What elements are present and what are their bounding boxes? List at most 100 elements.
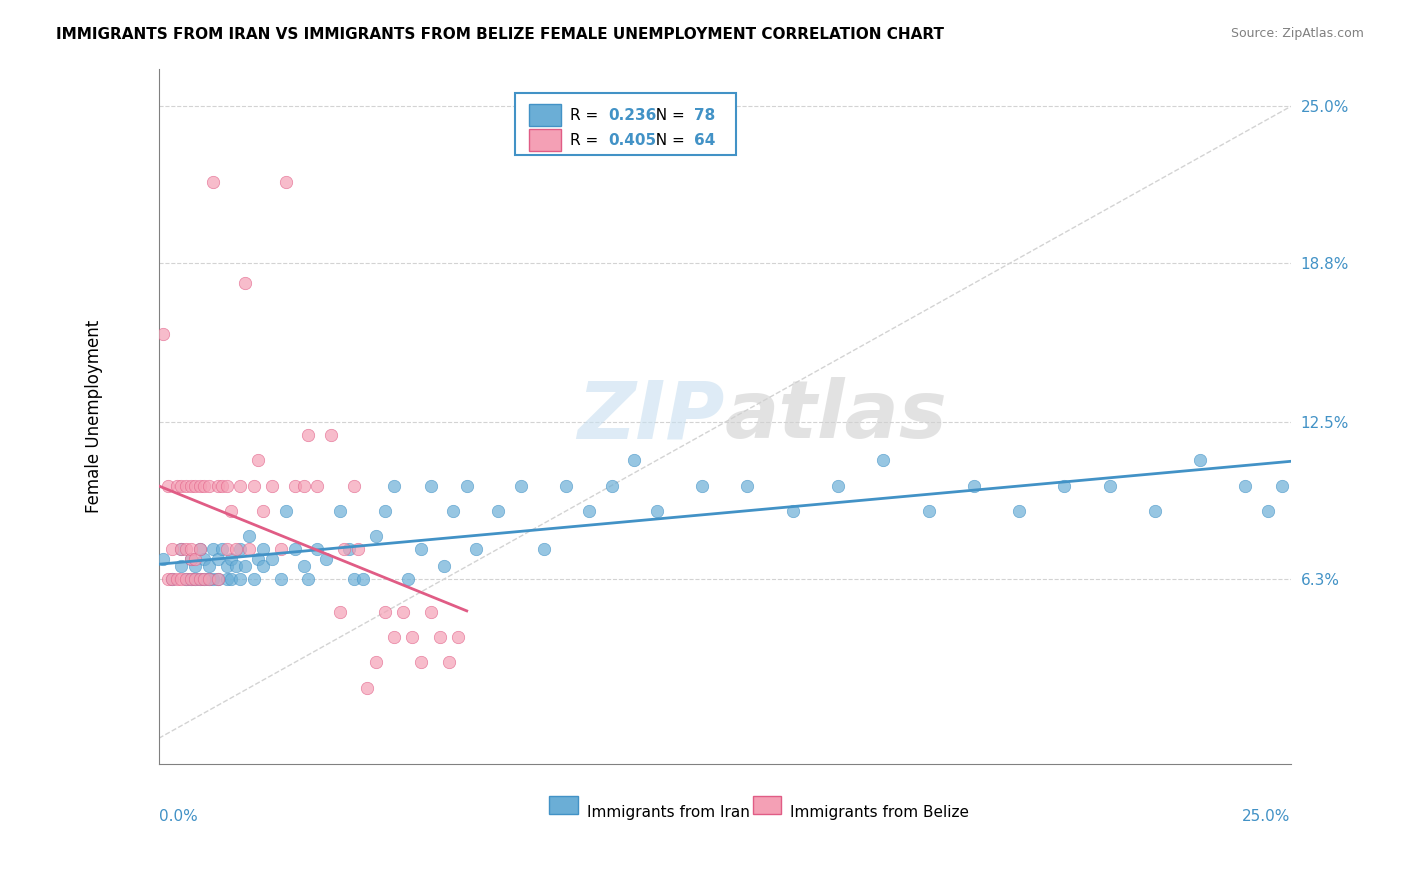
- Point: [221, 551, 243, 566]
- Point: [392, 605, 415, 619]
- Point: [166, 572, 188, 586]
- Point: [211, 478, 233, 492]
- Text: 0.236: 0.236: [609, 108, 657, 122]
- Point: [441, 504, 464, 518]
- Point: [197, 572, 219, 586]
- Point: [623, 453, 645, 467]
- Point: [184, 572, 207, 586]
- Point: [174, 541, 197, 556]
- Point: [1053, 478, 1076, 492]
- Point: [180, 551, 202, 566]
- Point: [229, 572, 252, 586]
- Point: [270, 541, 292, 556]
- Text: N =: N =: [645, 108, 689, 122]
- Point: [238, 541, 260, 556]
- Point: [342, 478, 364, 492]
- Point: [193, 478, 215, 492]
- Point: [1143, 504, 1166, 518]
- Point: [170, 541, 193, 556]
- Point: [207, 572, 229, 586]
- Text: Immigrants from Belize: Immigrants from Belize: [790, 805, 970, 821]
- Point: [252, 541, 274, 556]
- Point: [737, 478, 759, 492]
- Point: [180, 572, 202, 586]
- Text: N =: N =: [645, 133, 689, 147]
- Point: [221, 572, 243, 586]
- Point: [352, 572, 374, 586]
- Point: [578, 504, 600, 518]
- Text: IMMIGRANTS FROM IRAN VS IMMIGRANTS FROM BELIZE FEMALE UNEMPLOYMENT CORRELATION C: IMMIGRANTS FROM IRAN VS IMMIGRANTS FROM …: [56, 27, 945, 42]
- Point: [252, 504, 274, 518]
- Point: [1271, 478, 1294, 492]
- Point: [188, 541, 211, 556]
- Point: [184, 572, 207, 586]
- Point: [215, 572, 238, 586]
- Point: [337, 541, 360, 556]
- Text: 0.405: 0.405: [609, 133, 657, 147]
- Point: [174, 478, 197, 492]
- Point: [229, 478, 252, 492]
- Point: [215, 541, 238, 556]
- Point: [419, 605, 441, 619]
- Text: ZIP: ZIP: [578, 377, 724, 455]
- Point: [433, 559, 456, 574]
- Point: [180, 572, 202, 586]
- Point: [382, 478, 405, 492]
- Point: [207, 478, 229, 492]
- Point: [225, 541, 247, 556]
- Point: [333, 541, 356, 556]
- Point: [188, 478, 211, 492]
- Point: [963, 478, 986, 492]
- Point: [247, 551, 270, 566]
- Point: [152, 551, 174, 566]
- Point: [202, 541, 225, 556]
- Point: [284, 478, 307, 492]
- FancyBboxPatch shape: [516, 93, 737, 155]
- Point: [162, 572, 184, 586]
- Point: [184, 559, 207, 574]
- Point: [156, 478, 179, 492]
- Point: [197, 559, 219, 574]
- Point: [600, 478, 623, 492]
- Point: [411, 656, 433, 670]
- Point: [166, 478, 188, 492]
- Point: [374, 504, 396, 518]
- Point: [162, 572, 184, 586]
- Point: [170, 541, 193, 556]
- Point: [411, 541, 433, 556]
- Point: [188, 572, 211, 586]
- Point: [782, 504, 804, 518]
- Point: [188, 541, 211, 556]
- Point: [1098, 478, 1121, 492]
- Point: [229, 541, 252, 556]
- Point: [233, 559, 256, 574]
- Point: [342, 572, 364, 586]
- Point: [284, 541, 307, 556]
- Point: [247, 453, 270, 467]
- FancyBboxPatch shape: [529, 104, 561, 126]
- Point: [827, 478, 849, 492]
- Point: [1257, 504, 1279, 518]
- Point: [872, 453, 894, 467]
- Point: [207, 551, 229, 566]
- Text: 25.0%: 25.0%: [1243, 809, 1291, 824]
- Point: [437, 656, 460, 670]
- Point: [180, 478, 202, 492]
- Point: [156, 572, 179, 586]
- Point: [184, 478, 207, 492]
- Point: [307, 541, 329, 556]
- Point: [486, 504, 509, 518]
- Point: [211, 541, 233, 556]
- Point: [197, 572, 219, 586]
- Text: 0.0%: 0.0%: [159, 809, 198, 824]
- Text: Immigrants from Iran: Immigrants from Iran: [586, 805, 749, 821]
- Point: [464, 541, 486, 556]
- FancyBboxPatch shape: [529, 129, 561, 152]
- Point: [292, 478, 315, 492]
- Point: [270, 572, 292, 586]
- Point: [174, 572, 197, 586]
- Point: [274, 504, 297, 518]
- Point: [917, 504, 939, 518]
- Point: [274, 175, 297, 189]
- Point: [366, 656, 388, 670]
